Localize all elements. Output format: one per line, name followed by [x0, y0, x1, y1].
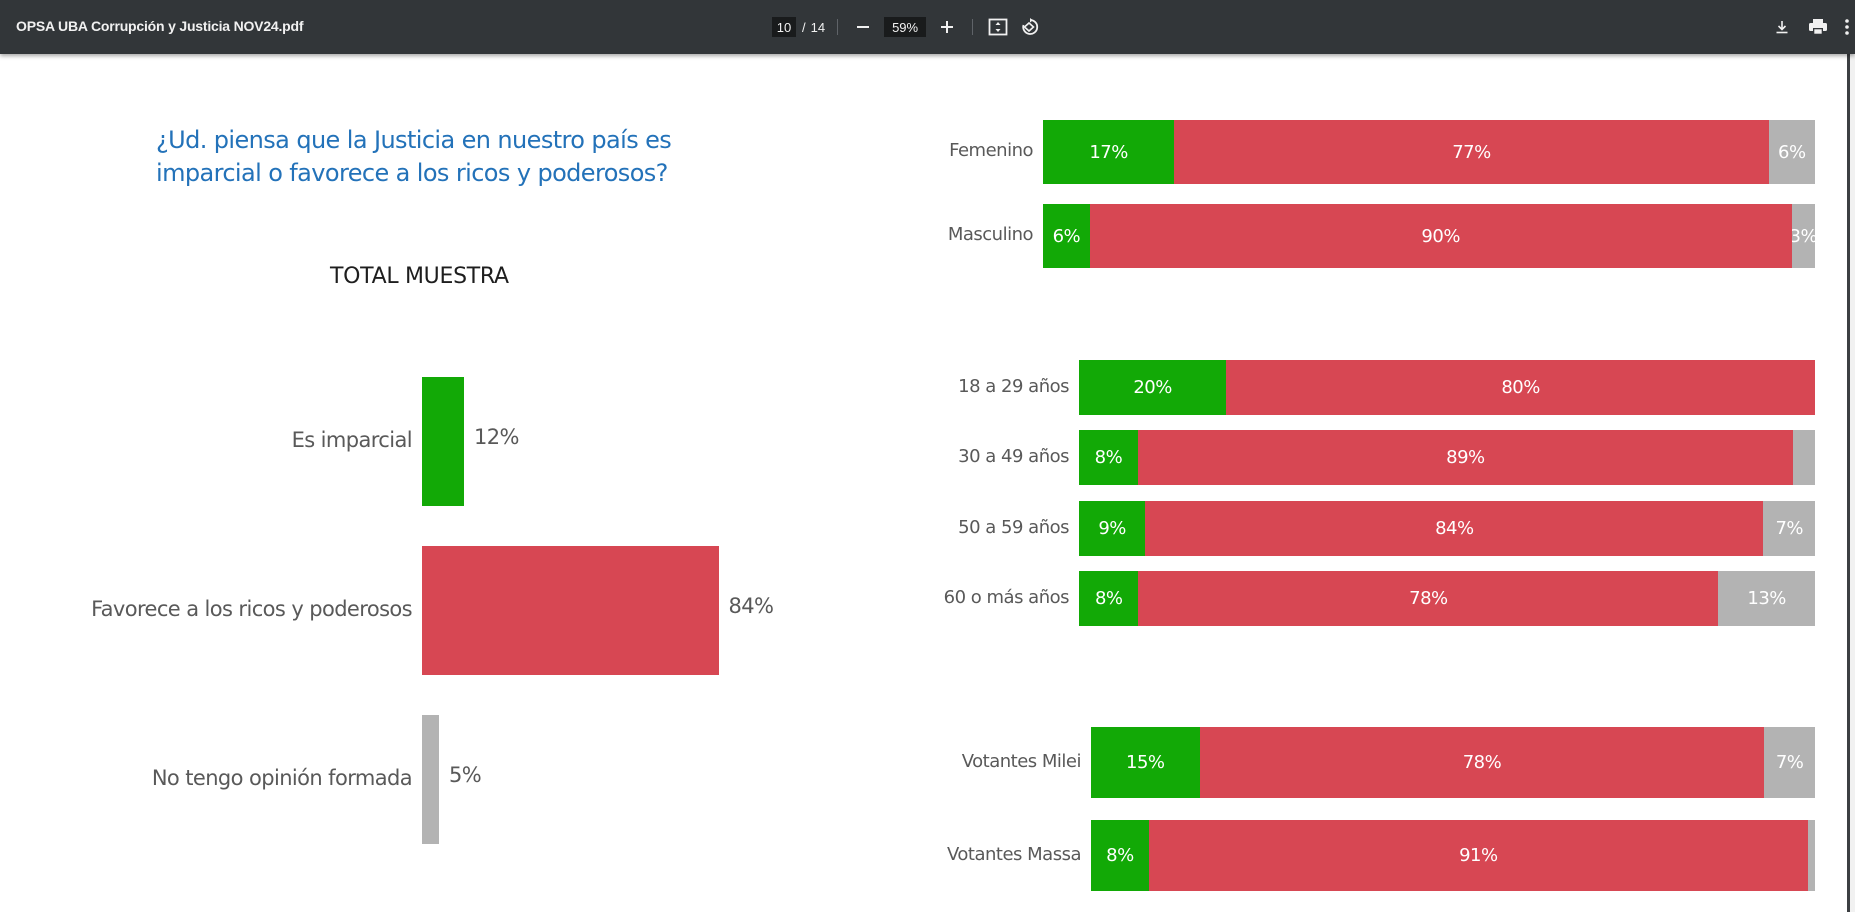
fit-to-page-icon: [988, 18, 1008, 36]
segment-value-label: 90%: [1421, 225, 1460, 247]
segment-value-label: 8%: [1094, 447, 1123, 468]
row-label: Femenino: [949, 140, 1033, 161]
minus-icon: [857, 26, 870, 28]
toolbar-divider: [837, 19, 839, 35]
segment-no-opinion: 7%: [1764, 727, 1815, 798]
segment-no-opinion: 7%: [1763, 501, 1815, 556]
page-zoom-controls: / 14: [772, 13, 1043, 41]
total-pages: 14: [810, 19, 826, 35]
segment-no-opinion: 6%: [1768, 120, 1815, 184]
print-button[interactable]: [1805, 14, 1831, 40]
segment-value-label: 6%: [1778, 141, 1806, 163]
segment-value-label: 7%: [1775, 752, 1804, 773]
segment-favorece: 90%: [1089, 204, 1792, 268]
row-label: 50 a 59 años: [958, 516, 1069, 538]
segment-value-label: 7%: [1775, 518, 1803, 539]
stacked-bar-femenino: 17% 77% 6%: [1043, 120, 1815, 184]
segment-value-label: 77%: [1452, 141, 1491, 163]
segment-imparcial: 8%: [1091, 820, 1149, 891]
pdf-toolbar: OPSA UBA Corrupción y Justicia NOV24.pdf…: [0, 0, 1855, 54]
fit-to-page-button[interactable]: [985, 14, 1011, 40]
print-icon: [1809, 19, 1827, 35]
survey-question: ¿Ud. piensa que la Justicia en nuestro p…: [156, 126, 672, 187]
segment-imparcial: 8%: [1079, 571, 1139, 626]
download-icon: [1776, 21, 1788, 34]
pdf-page: ¿Ud. piensa que la Justicia en nuestro p…: [0, 54, 1847, 912]
segment-imparcial: 8%: [1079, 430, 1138, 485]
bar-no-tengo: [422, 715, 439, 844]
value-label: 5%: [449, 762, 482, 787]
segment-value-label: 3%: [1791, 225, 1815, 247]
bar-es-imparcial: [422, 377, 464, 506]
segment-no-opinion: [1807, 820, 1815, 891]
segment-value-label: 84%: [1435, 518, 1474, 539]
category-label: No tengo opinión formada: [151, 765, 413, 790]
row-label: 60 o más años: [943, 586, 1070, 608]
total-sample-title: TOTAL MUESTRA: [330, 264, 509, 289]
segment-value-label: 8%: [1094, 588, 1123, 609]
segment-no-opinion: [1792, 430, 1815, 485]
segment-value-label: 89%: [1446, 447, 1485, 468]
segment-value-label: 17%: [1089, 141, 1128, 163]
segment-value-label: 8%: [1106, 845, 1134, 866]
segment-imparcial: 20%: [1079, 360, 1227, 415]
value-label: 12%: [474, 424, 519, 449]
stacked-bar-votantes-milei: 15% 78% 7%: [1091, 727, 1815, 798]
segment-imparcial: 6%: [1043, 204, 1090, 268]
value-label: 84%: [728, 593, 774, 618]
segment-value-label: 6%: [1052, 225, 1081, 247]
stacked-bar-30-a-49-años: 8% 89%: [1079, 430, 1815, 485]
toolbar-divider: [972, 19, 974, 35]
plus-icon: [941, 21, 954, 33]
segment-favorece: 84%: [1145, 501, 1764, 556]
zoom-out-button[interactable]: [850, 14, 876, 40]
row-label: Masculino: [947, 224, 1034, 245]
segment-favorece: 78%: [1138, 571, 1719, 626]
segment-no-opinion: 3%: [1791, 204, 1815, 268]
stacked-bar-18-a-29-años: 20% 80%: [1079, 360, 1815, 415]
row-label: Votantes Milei: [961, 750, 1082, 772]
segment-imparcial: 15%: [1091, 727, 1200, 798]
row-label: Votantes Massa: [946, 843, 1082, 865]
segment-no-opinion: 13%: [1718, 571, 1815, 626]
stacked-bar-votantes-massa: 8% 91%: [1091, 820, 1815, 891]
bar-favorece-a: [422, 546, 719, 675]
stacked-bar-60-o-más-años: 8% 78% 13%: [1079, 571, 1815, 626]
segment-value-label: 9%: [1098, 518, 1126, 539]
rotate-button[interactable]: [1017, 14, 1043, 40]
toolbar-actions: [1759, 13, 1855, 41]
page-number-input[interactable]: [772, 17, 796, 37]
more-vertical-icon: [1845, 19, 1849, 35]
segment-imparcial: 17%: [1043, 120, 1175, 184]
more-options-button[interactable]: [1839, 14, 1855, 40]
segment-value-label: 15%: [1126, 752, 1165, 773]
document-title: OPSA UBA Corrupción y Justicia NOV24.pdf: [16, 18, 304, 34]
segment-value-label: 78%: [1409, 588, 1448, 609]
stacked-bar-50-a-59-años: 9% 84% 7%: [1079, 501, 1815, 556]
segment-value-label: 80%: [1501, 377, 1540, 398]
segment-favorece: 77%: [1174, 120, 1769, 184]
rotate-counterclockwise-icon: [1022, 18, 1039, 35]
stacked-bar-masculino: 6% 90% 3%: [1043, 204, 1815, 268]
segment-value-label: 13%: [1747, 588, 1786, 609]
segment-value-label: 91%: [1459, 845, 1498, 866]
row-label: 30 a 49 años: [958, 445, 1069, 467]
segment-favorece: 78%: [1199, 727, 1765, 798]
row-label: 18 a 29 años: [958, 375, 1069, 397]
segment-favorece: 91%: [1148, 820, 1808, 891]
segment-value-label: 78%: [1462, 752, 1502, 773]
zoom-level-input[interactable]: [884, 17, 927, 37]
segment-value-label: 20%: [1133, 377, 1172, 398]
segment-favorece: 80%: [1226, 360, 1815, 415]
zoom-in-button[interactable]: [934, 14, 960, 40]
category-label: Favorece a los ricos y poderosos: [91, 596, 413, 621]
segment-imparcial: 9%: [1079, 501, 1146, 556]
page-separator: /: [802, 19, 806, 35]
vertical-scrollbar[interactable]: [1847, 54, 1855, 912]
category-label: Es imparcial: [291, 427, 413, 452]
download-button[interactable]: [1769, 14, 1795, 40]
segment-favorece: 89%: [1137, 430, 1793, 485]
